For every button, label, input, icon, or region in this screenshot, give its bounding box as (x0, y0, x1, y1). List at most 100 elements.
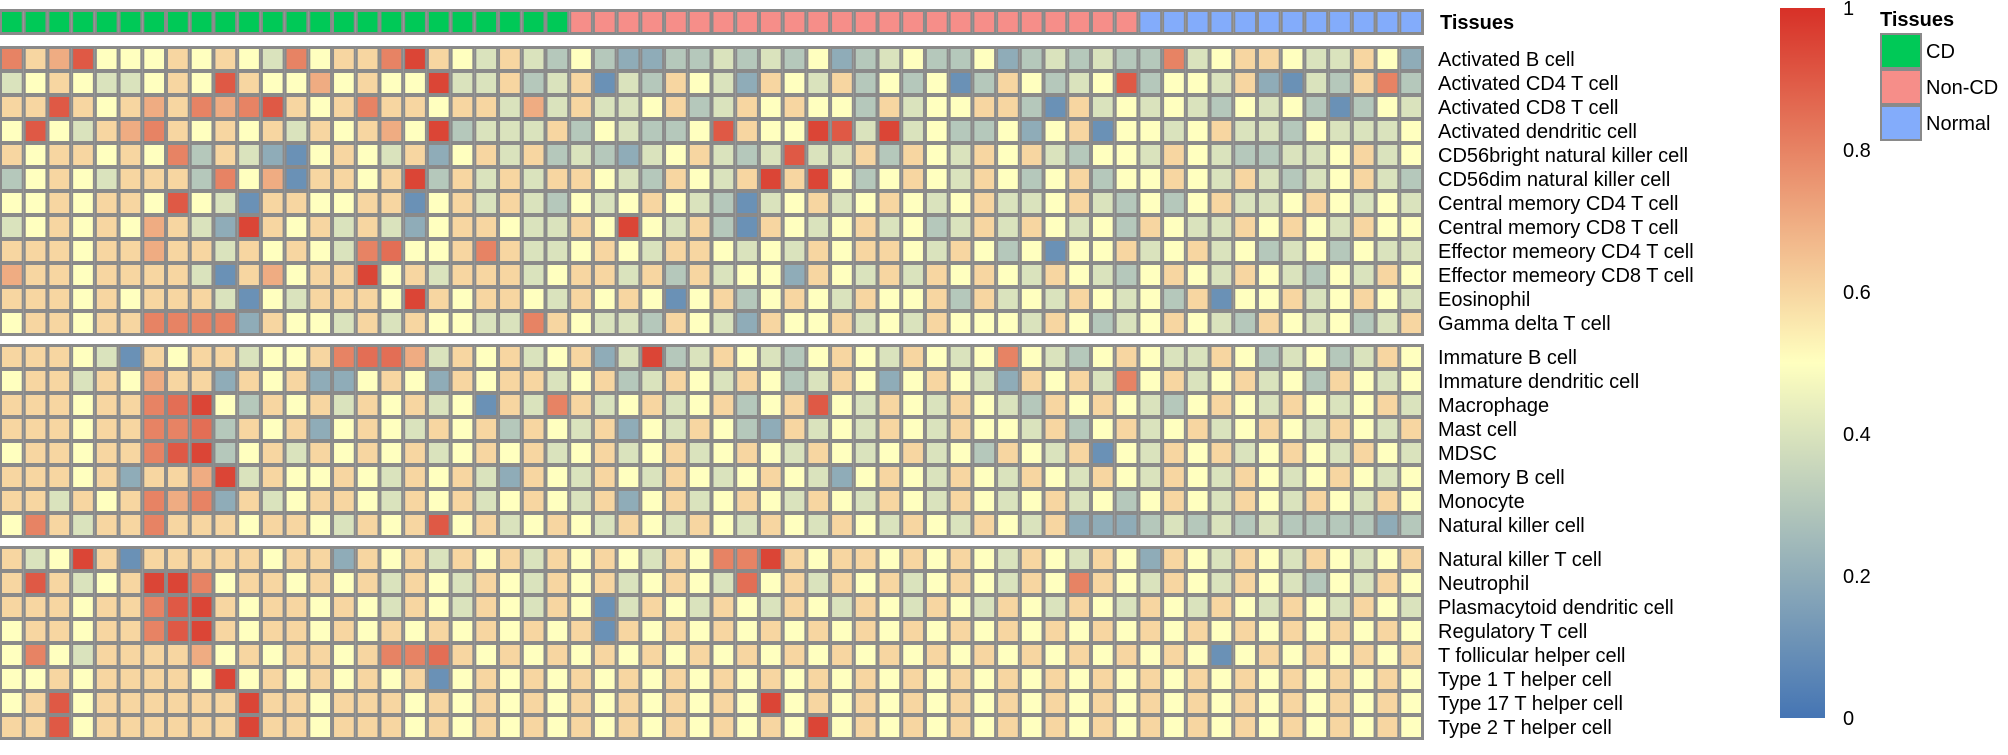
heatmap-cell (284, 489, 309, 513)
heatmap-cell (1114, 95, 1139, 119)
heatmap-cell (189, 239, 214, 263)
heatmap-cell (0, 571, 24, 595)
heatmap-cell (237, 345, 261, 369)
group-legend-label: Normal (1926, 113, 1990, 135)
heatmap-cell (118, 489, 143, 513)
heatmap-cell (1256, 239, 1281, 263)
heatmap-cell (23, 369, 48, 393)
heatmap-cell (94, 667, 119, 691)
heatmap-cell (711, 393, 736, 417)
heatmap-cell (1304, 441, 1329, 465)
heatmap-cell (830, 369, 854, 393)
heatmap-cell (142, 715, 167, 739)
heatmap-cell (1019, 95, 1044, 119)
heatmap-cell (450, 311, 475, 335)
heatmap-cell (498, 547, 522, 571)
heatmap-cell (426, 71, 451, 95)
annotation-cell (1114, 10, 1139, 34)
heatmap-cell (901, 311, 925, 335)
heatmap-cell (355, 571, 380, 595)
heatmap-cell (474, 489, 499, 513)
heatmap-cell (758, 167, 783, 191)
heatmap-cell (735, 547, 759, 571)
heatmap-cell (47, 311, 72, 335)
heatmap-cell (521, 287, 546, 311)
heatmap-cell (592, 167, 617, 191)
heatmap-cell (640, 715, 665, 739)
heatmap-cell (166, 691, 190, 715)
heatmap-cell (1185, 311, 1210, 335)
heatmap-cell (996, 691, 1020, 715)
heatmap-cell (355, 643, 380, 667)
heatmap-cell (403, 393, 427, 417)
heatmap-cell (213, 715, 238, 739)
heatmap-cell (1019, 369, 1044, 393)
heatmap-cell (1280, 263, 1305, 287)
heatmap-cell (23, 345, 48, 369)
heatmap-cell (758, 263, 783, 287)
heatmap-cell (1067, 239, 1091, 263)
heatmap-cell (379, 715, 404, 739)
heatmap-cell (1233, 417, 1257, 441)
heatmap-cell (1328, 263, 1352, 287)
heatmap-cell (830, 287, 854, 311)
heatmap-cell (1162, 167, 1186, 191)
heatmap-cell (474, 667, 499, 691)
heatmap-cell (1067, 143, 1091, 167)
heatmap-cell (47, 667, 72, 691)
heatmap-cell (1399, 47, 1423, 71)
heatmap-cell (332, 715, 356, 739)
heatmap-cell (284, 393, 309, 417)
heatmap-cell (996, 547, 1020, 571)
heatmap-cell (640, 71, 665, 95)
heatmap-cell (284, 715, 309, 739)
heatmap-cell (758, 691, 783, 715)
heatmap-cell (1185, 95, 1210, 119)
heatmap-cell (1019, 465, 1044, 489)
heatmap-cell (71, 619, 95, 643)
heatmap-cell (23, 143, 48, 167)
heatmap-cell (450, 263, 475, 287)
heatmap-cell (426, 691, 451, 715)
heatmap-cell (735, 715, 759, 739)
heatmap-cell (1328, 311, 1352, 335)
heatmap-cell (1209, 465, 1234, 489)
heatmap-cell (237, 547, 261, 571)
row-label: Effector memeory CD8 T cell (1438, 265, 1694, 287)
heatmap-cell (853, 691, 878, 715)
heatmap-cell (711, 215, 736, 239)
heatmap-cell (308, 513, 333, 537)
heatmap-cell (853, 441, 878, 465)
heatmap-cell (735, 167, 759, 191)
heatmap-cell (521, 441, 546, 465)
annotation-cell (972, 10, 997, 34)
heatmap-cell (1138, 441, 1163, 465)
heatmap-cell (996, 465, 1020, 489)
heatmap-cell (972, 715, 997, 739)
heatmap-cell (996, 143, 1020, 167)
heatmap-cell (355, 239, 380, 263)
heatmap-cell (1090, 287, 1115, 311)
heatmap-cell (213, 263, 238, 287)
heatmap-cell (1328, 345, 1352, 369)
annotation-cell (94, 10, 119, 34)
heatmap-cell (806, 691, 831, 715)
group-legend-swatch (1880, 105, 1922, 141)
heatmap-cell (830, 547, 854, 571)
heatmap-cell (735, 691, 759, 715)
heatmap-cell (1256, 215, 1281, 239)
heatmap-cell (142, 369, 167, 393)
heatmap-cell (1280, 369, 1305, 393)
heatmap-cell (711, 369, 736, 393)
heatmap-cell (1328, 465, 1352, 489)
heatmap-cell (545, 571, 570, 595)
colorbar-gradient (1780, 8, 1825, 718)
heatmap-cell (972, 489, 997, 513)
heatmap-cell (640, 667, 665, 691)
heatmap-cell (1256, 345, 1281, 369)
heatmap-cell (521, 547, 546, 571)
heatmap-cell (1375, 47, 1400, 71)
heatmap-cell (972, 465, 997, 489)
heatmap-cell (1209, 393, 1234, 417)
annotation-cell (1043, 10, 1068, 34)
